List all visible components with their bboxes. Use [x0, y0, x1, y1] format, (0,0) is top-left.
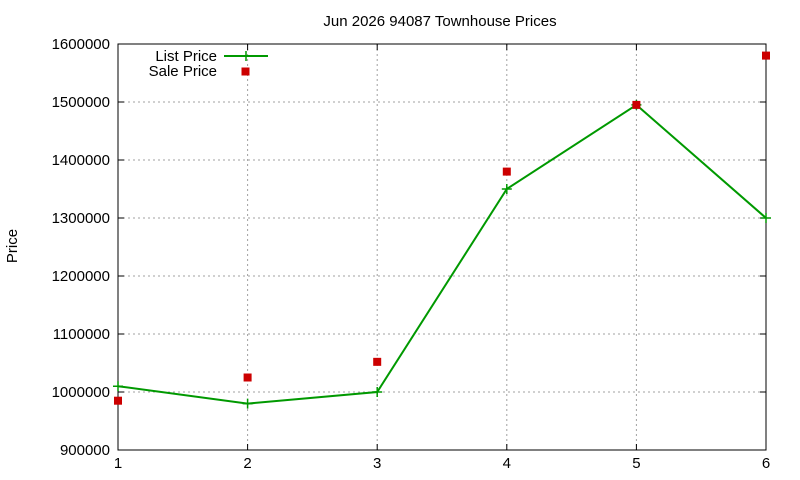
y-tick-label: 1400000: [52, 152, 110, 169]
y-tick-label: 1000000: [52, 384, 110, 401]
axis-ticks: 1 2 3 4 5 6 900000 1000000 1100000 1200000 1300000…: [52, 36, 771, 472]
point-sale-price: [762, 51, 770, 60]
chart-title: Jun 2026 94087 Townhouse Prices: [323, 13, 556, 30]
y-tick-label: 1300000: [52, 210, 110, 227]
legend-marker-list-price: [241, 51, 251, 61]
legend: List Price Sale Price: [149, 48, 268, 80]
y-tick-label: 1500000: [52, 94, 110, 111]
point-list-price: [761, 213, 771, 223]
grid: [118, 44, 766, 450]
x-tick-label: 3: [373, 455, 381, 472]
x-tick-label: 1: [114, 455, 122, 472]
series: [113, 51, 771, 409]
point-sale-price: [632, 100, 641, 109]
point-sale-price: [114, 396, 122, 405]
y-tick-label: 1200000: [52, 268, 110, 285]
point-list-price: [501, 184, 512, 194]
x-tick-label: 2: [243, 455, 251, 472]
x-tick-label: 4: [503, 455, 511, 472]
x-tick-label: 5: [632, 455, 640, 472]
series-line-list-price: [117, 103, 767, 405]
legend-label-sale-price: Sale Price: [149, 63, 217, 80]
point-sale-price: [373, 357, 382, 366]
point-sale-price: [243, 373, 252, 382]
point-list-price: [113, 381, 123, 392]
x-tick-label: 6: [762, 455, 770, 472]
y-tick-label: 1100000: [53, 326, 110, 343]
legend-label-list-price: List Price: [155, 48, 217, 65]
legend-marker-sale-price: [241, 67, 250, 76]
point-list-price: [242, 398, 253, 409]
y-axis-label: Price: [4, 229, 21, 263]
point-sale-price: [502, 167, 511, 176]
y-tick-label: 900000: [60, 442, 110, 459]
plot-frame: [117, 43, 767, 451]
y-tick-label: 1600000: [52, 36, 110, 53]
point-list-price: [372, 387, 383, 397]
